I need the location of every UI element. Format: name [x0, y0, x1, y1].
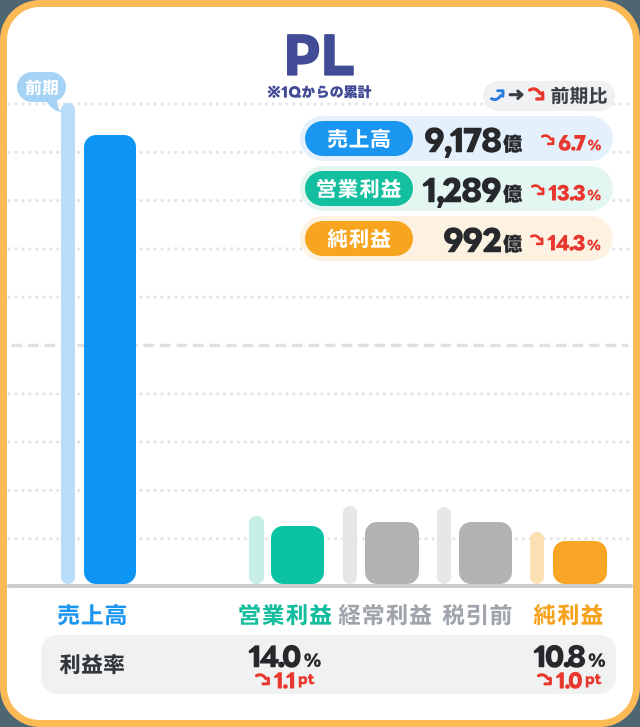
bar-prev-revenue — [61, 102, 75, 584]
prev-period-badge-tail — [45, 99, 63, 113]
bar-prev-operating-profit — [249, 515, 264, 584]
bar-current-net-profit — [553, 540, 608, 584]
prev-period-badge — [17, 72, 66, 102]
bar-current-pre-tax-profit — [459, 521, 512, 584]
bar-prev-net-profit — [530, 532, 545, 584]
bar-prev-pre-tax-profit — [436, 506, 451, 584]
bar-current-ordinary-profit — [365, 522, 420, 584]
legend-pill — [483, 81, 615, 111]
stat-row-net-profit — [300, 216, 613, 261]
bar-current-revenue — [83, 135, 136, 584]
x-axis-line — [7, 584, 633, 588]
bar-current-operating-profit — [271, 525, 325, 584]
profit-margin-row — [41, 635, 616, 694]
bar-prev-ordinary-profit — [343, 505, 357, 584]
stat-pill-net-profit — [305, 221, 413, 256]
